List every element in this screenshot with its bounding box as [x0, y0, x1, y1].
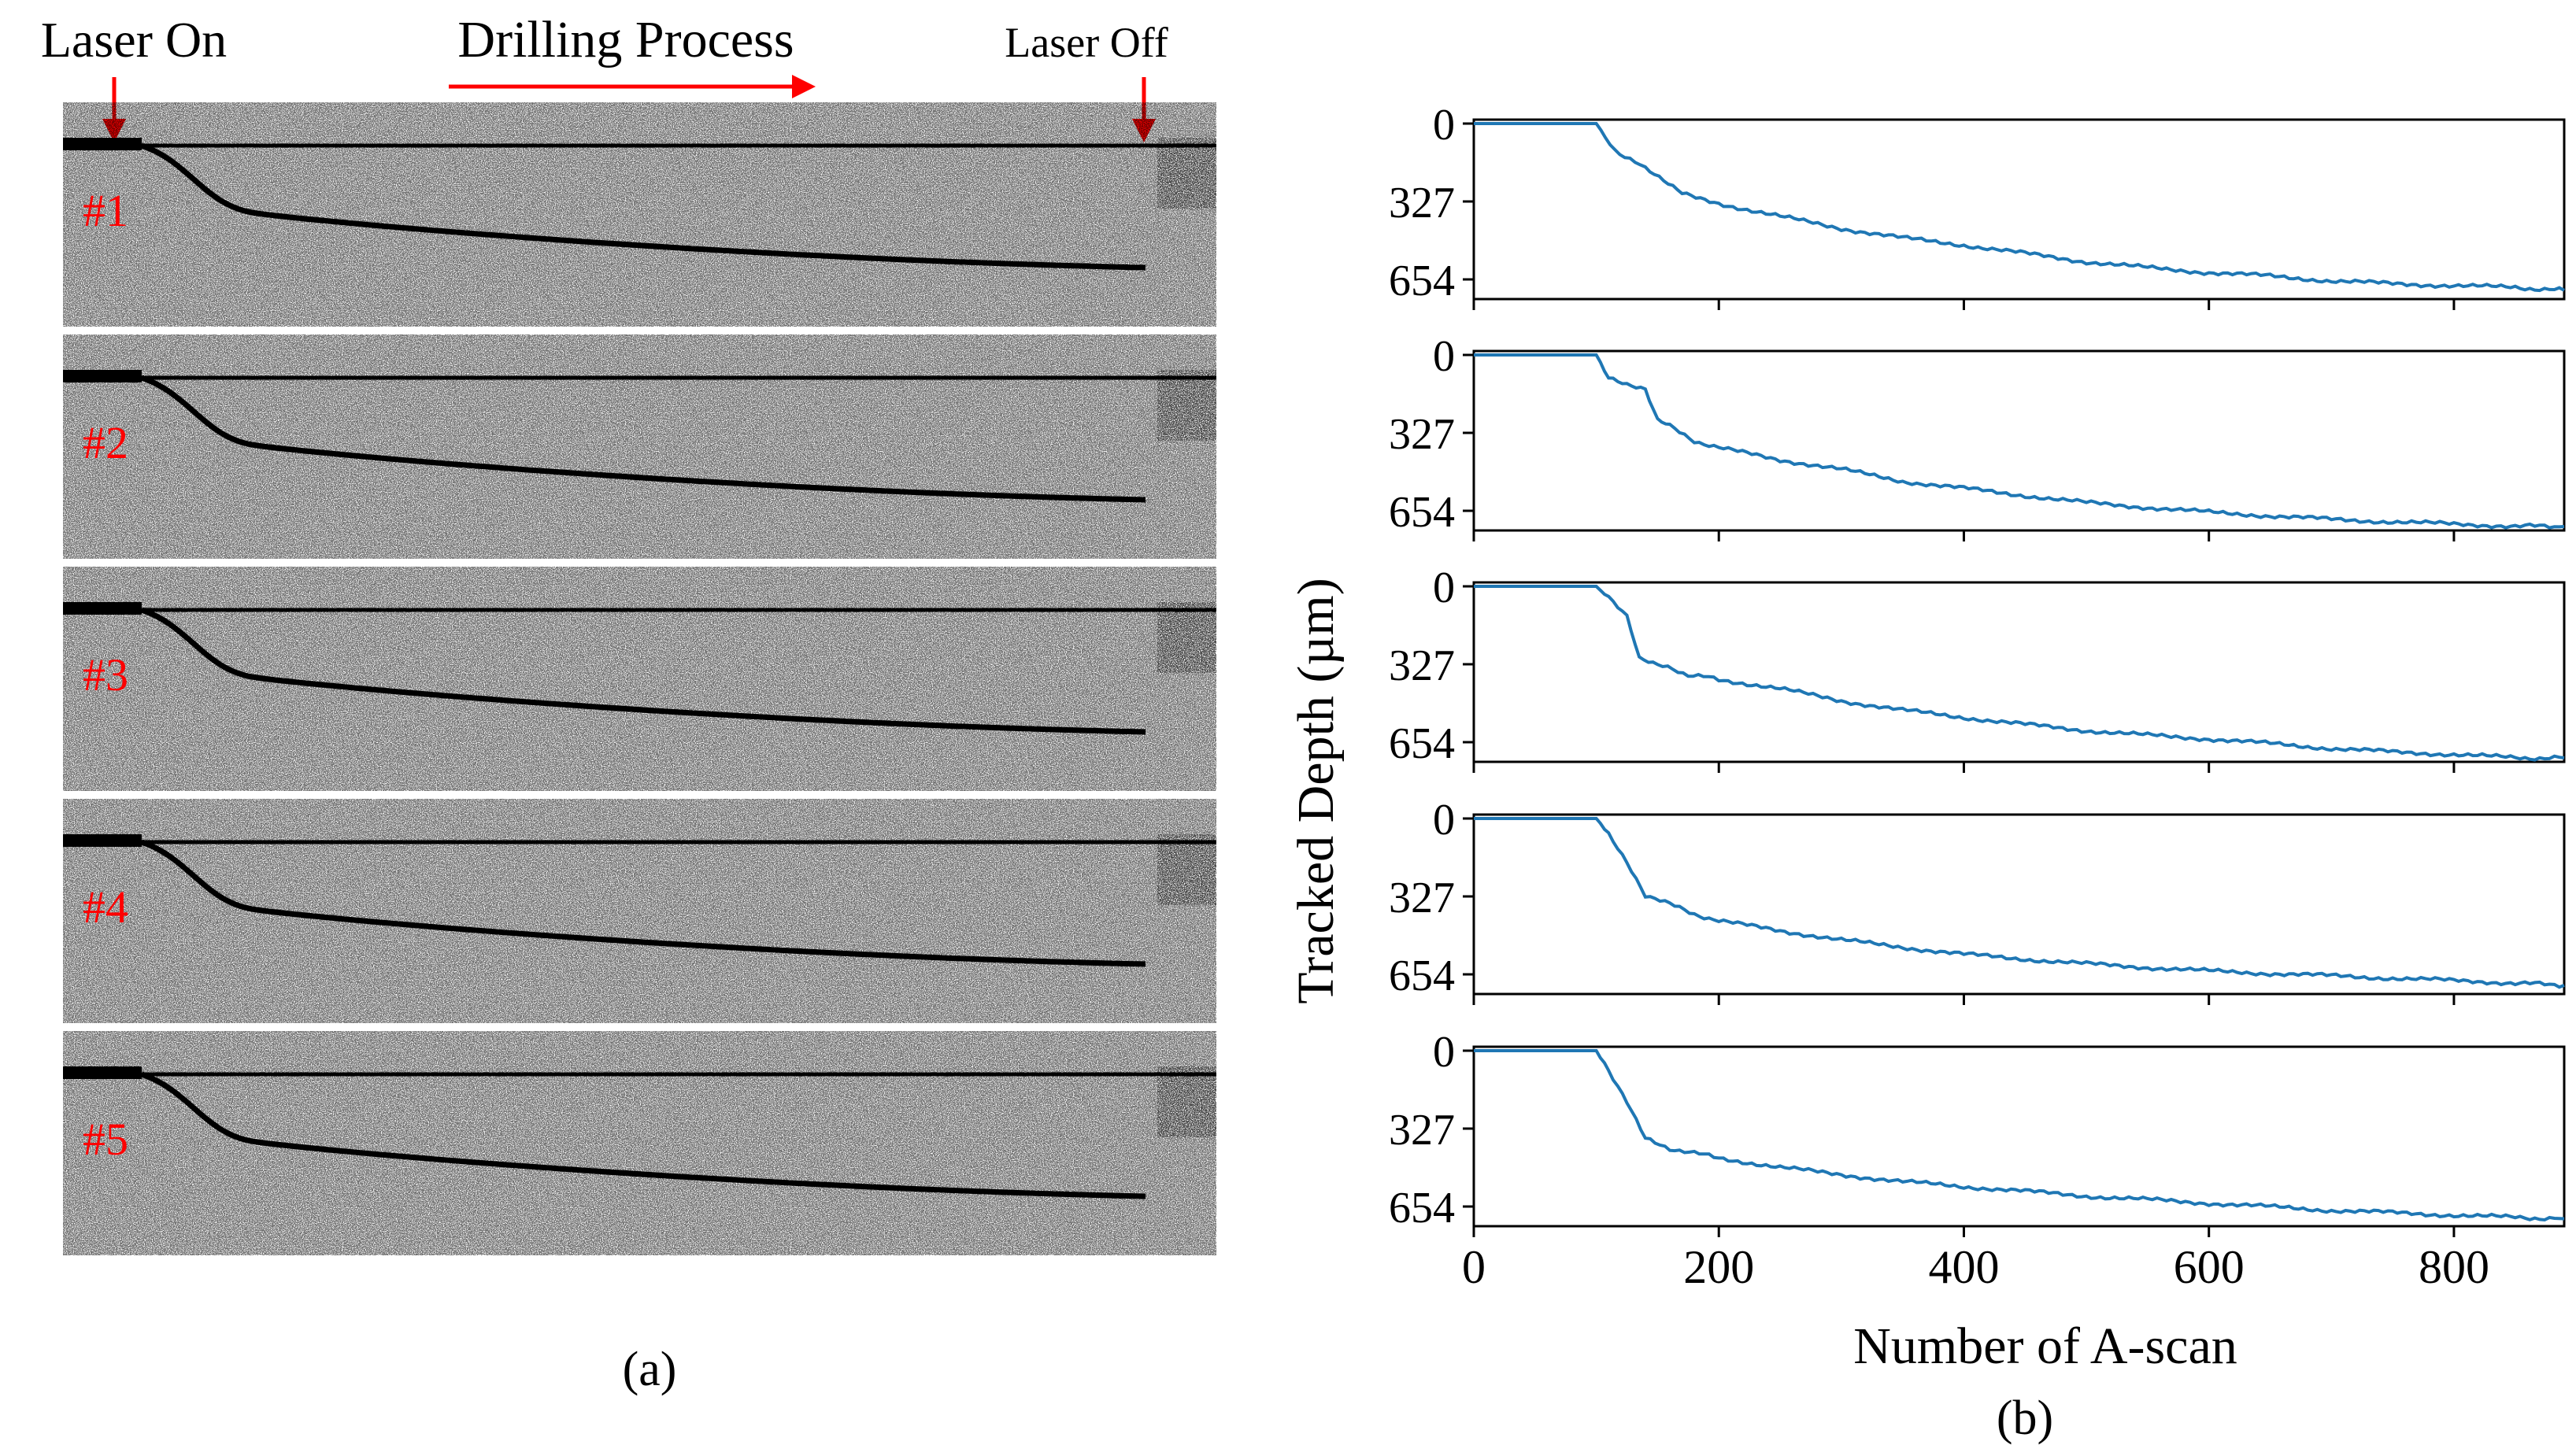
y-tick-label: 654 — [1389, 1184, 1455, 1232]
scan-panel: #4 — [63, 799, 1216, 1023]
subplot-frame — [1472, 1045, 2566, 1228]
y-tick-label: 327 — [1389, 410, 1455, 459]
depth-series-line — [1474, 122, 2565, 293]
scan-label: #2 — [83, 417, 128, 468]
scan-drill-front — [140, 375, 1146, 503]
scan-panel: #1 — [63, 102, 1216, 327]
scan-panel: #3 — [63, 567, 1216, 791]
scan-label: #1 — [83, 185, 128, 236]
y-tick-label: 327 — [1389, 874, 1455, 922]
scan-speckle — [63, 334, 1216, 559]
oct-scans: #1 #2 #3 #4 #5 — [63, 102, 1216, 1255]
y-tick-label: 654 — [1389, 488, 1455, 537]
y-tick-label: 0 — [1433, 332, 1455, 381]
y-tick-label: 654 — [1389, 257, 1455, 305]
scan-drill-front — [140, 1071, 1146, 1199]
y-tick-label: 0 — [1433, 564, 1455, 612]
depth-series-line — [1474, 1049, 2565, 1222]
scan-speckle — [63, 567, 1216, 791]
y-tick-label: 0 — [1433, 101, 1455, 150]
panel-b-caption: (b) — [1997, 1391, 2053, 1445]
depth-subplot: 0 327 654 — [1389, 564, 2566, 773]
depth-subplot: 0 327 654 — [1389, 1028, 2566, 1237]
scan-speckle — [63, 1031, 1216, 1255]
y-tick-label: 327 — [1389, 179, 1455, 227]
y-axis-label: Tracked Depth (µm) — [1287, 578, 1345, 1003]
scan-drill-front — [140, 142, 1146, 271]
x-tick-label: 800 — [2419, 1241, 2489, 1293]
subplot-frame — [1472, 581, 2566, 763]
y-tick-label: 654 — [1389, 719, 1455, 768]
panel-a-caption: (a) — [623, 1343, 677, 1396]
scan-exit-noise — [1157, 138, 1216, 209]
scan-label: #3 — [83, 649, 128, 700]
depth-subplot: 0 327 654 — [1389, 796, 2566, 1005]
x-tick-label: 600 — [2174, 1241, 2245, 1293]
depth-subplot: 0 327 654 — [1389, 332, 2566, 541]
laser-off-label: Laser Off — [1005, 19, 1168, 66]
subplot-frame — [1472, 118, 2566, 301]
scan-exit-noise — [1157, 602, 1216, 673]
subplot-frame — [1472, 813, 2566, 996]
scan-label: #5 — [83, 1114, 128, 1165]
scan-panel: #5 — [63, 1031, 1216, 1255]
depth-subplot: 0 327 654 — [1389, 101, 2566, 310]
y-tick-label: 327 — [1389, 641, 1455, 690]
scan-speckle — [63, 102, 1216, 327]
scan-speckle — [63, 799, 1216, 1023]
x-tick-label: 200 — [1683, 1241, 1754, 1293]
depth-series-line — [1474, 353, 2565, 530]
scan-label: #4 — [83, 881, 128, 933]
laser-on-label: Laser On — [41, 12, 227, 68]
scan-panel: #2 — [63, 334, 1216, 559]
y-tick-label: 0 — [1433, 1028, 1455, 1077]
subplot-frame — [1472, 349, 2566, 532]
scan-exit-noise — [1157, 370, 1216, 441]
x-tick-label: 400 — [1928, 1241, 1999, 1293]
y-tick-label: 0 — [1433, 796, 1455, 844]
scan-exit-noise — [1157, 834, 1216, 905]
scan-exit-noise — [1157, 1066, 1216, 1137]
y-tick-label: 327 — [1389, 1106, 1455, 1155]
depth-series-line — [1474, 817, 2565, 989]
x-axis-label: Number of A-scan — [1853, 1317, 2237, 1375]
y-tick-label: 654 — [1389, 952, 1455, 1000]
depth-series-line — [1474, 585, 2565, 762]
x-tick-label: 0 — [1462, 1241, 1486, 1293]
drilling-process-label: Drilling Process — [457, 11, 794, 68]
scan-drill-front — [140, 607, 1146, 735]
panel-a-annotations: Laser On Drilling Process Laser Off — [41, 11, 1168, 142]
scan-drill-front — [140, 839, 1146, 967]
